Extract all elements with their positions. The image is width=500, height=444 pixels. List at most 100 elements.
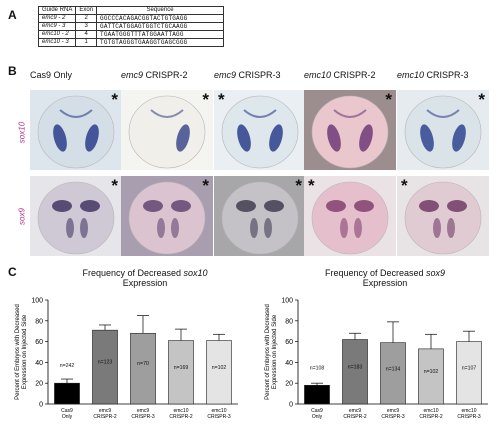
injected-side-asterisk: * (202, 176, 209, 195)
chart-title-sox9: Frequency of Decreased sox9 Expression (324, 268, 446, 288)
bar (380, 342, 406, 405)
x-tick-label: emc9 (99, 408, 111, 414)
table-header: Guide RNA (37, 6, 77, 15)
embryo-image: * (121, 90, 213, 170)
n-label: n=134 (386, 366, 401, 372)
x-tick-label: CRISPR-3 (131, 414, 155, 420)
x-tick-label: emc10 (211, 408, 226, 414)
panel-a-label: A (8, 8, 17, 22)
x-tick-label: CRISPR-2 (419, 414, 443, 420)
x-tick-label: emc10 (173, 408, 188, 414)
injected-side-asterisk: * (111, 176, 118, 195)
x-tick-label: Only (62, 414, 73, 420)
exon-cell: 2 (75, 14, 98, 23)
n-label: n=102 (424, 369, 439, 375)
injected-side-asterisk: * (401, 176, 408, 195)
sequence-cell: GGCCCACAGACGGTACTGTGAGG (96, 14, 225, 23)
panel-b-label: B (8, 64, 17, 78)
x-tick-label: emc10 (461, 408, 476, 414)
table-row: emc9 - 3 3 GATTCATGGAGTGGTCTGCAAGG (37, 22, 225, 31)
panel-c-label: C (8, 265, 17, 279)
x-tick-label: Cas9 (311, 408, 323, 414)
x-tick-label: CRISPR-3 (207, 414, 231, 420)
injected-side-asterisk: * (202, 90, 209, 109)
bar (342, 339, 368, 405)
injected-side-asterisk: * (308, 176, 315, 195)
n-label: n=123 (98, 359, 113, 365)
guide-rna-table: Guide RNA Exon Sequence emc9 - 2 2 GGCCC… (37, 6, 225, 47)
x-tick-label: CRISPR-2 (93, 414, 117, 420)
y-tick-label: 20 (35, 381, 43, 388)
injected-side-asterisk: * (385, 90, 392, 109)
y-tick-label: 100 (281, 298, 293, 305)
exon-cell: 4 (75, 30, 98, 39)
bar (130, 332, 156, 405)
sequence-cell: GATTCATGGAGTGGTCTGCAAGG (96, 22, 225, 31)
embryo-image: * (304, 90, 396, 170)
column-header-emc10-crispr3: emc10 CRISPR-3 (397, 70, 469, 80)
table-header: Exon (75, 6, 98, 15)
column-header-emc9-crispr2: emc9 CRISPR-2 (121, 70, 188, 80)
injected-side-asterisk: * (218, 90, 225, 109)
y-tick-label: 80 (35, 318, 43, 325)
embryo-image: * (397, 176, 489, 256)
exon-cell: 1 (75, 38, 98, 47)
y-tick-label: 60 (35, 339, 43, 346)
bar (456, 341, 482, 405)
embryo-image: * (30, 176, 122, 256)
sox10-bar-chart: Percent of Embryos with DecreasedExpress… (15, 298, 238, 420)
n-label: n=169 (174, 365, 189, 371)
table-row: emc10 - 2 4 TGAATGGGTTTATGGAATTAGG (37, 30, 225, 39)
bar (418, 348, 444, 405)
column-header-emc10-crispr2: emc10 CRISPR-2 (304, 70, 376, 80)
bar (54, 382, 80, 405)
y-tick-label: 40 (35, 360, 43, 367)
n-label: n=242 (60, 363, 75, 369)
guide-cell: emc10 - 3 (37, 38, 77, 47)
n-label: n=107 (462, 366, 477, 372)
y-axis-label: Percent of Embryos with DecreasedExpress… (15, 304, 28, 400)
x-tick-label: CRISPR-2 (169, 414, 193, 420)
n-label: n=183 (348, 365, 363, 371)
bar (168, 340, 194, 405)
y-tick-label: 60 (285, 339, 293, 346)
injected-side-asterisk: * (295, 176, 302, 195)
sequence-cell: TGAATGGGTTTATGGAATTAGG (96, 30, 225, 39)
exon-cell: 3 (75, 22, 98, 31)
column-header-emc9-crispr3: emc9 CRISPR-3 (214, 70, 281, 80)
y-tick-label: 80 (285, 318, 293, 325)
embryo-image: * (214, 90, 306, 170)
n-label: n=108 (310, 365, 325, 371)
guide-cell: emc9 - 3 (37, 22, 77, 31)
x-tick-label: emc9 (349, 408, 361, 414)
x-tick-label: CRISPR-3 (457, 414, 481, 420)
sox9-bar-chart: Percent of Embryos with DecreasedExpress… (265, 298, 488, 420)
y-tick-label: 20 (285, 381, 293, 388)
guide-cell: emc9 - 2 (37, 14, 77, 23)
embryo-image: * (214, 176, 306, 256)
embryo-image: * (304, 176, 396, 256)
y-tick-label: 40 (285, 360, 293, 367)
y-tick-label: 100 (31, 298, 43, 305)
bar (304, 384, 330, 405)
injected-side-asterisk: * (478, 90, 485, 109)
y-tick-label: 0 (289, 402, 293, 409)
n-label: n=102 (212, 365, 227, 371)
x-tick-label: emc9 (137, 408, 149, 414)
table-header: Sequence (96, 6, 225, 15)
chart-title-sox10: Frequency of Decreased sox10 Expression (82, 268, 208, 288)
x-tick-label: CRISPR-3 (381, 414, 405, 420)
bar (206, 340, 232, 405)
y-tick-label: 0 (39, 402, 43, 409)
guide-cell: emc10 - 2 (37, 30, 77, 39)
row-label-sox10: sox10 (17, 121, 27, 144)
row-label-sox9: sox9 (17, 208, 27, 225)
embryo-image: * (397, 90, 489, 170)
y-axis-label: Percent of Embryos with DecreasedExpress… (265, 304, 278, 400)
table-header-row: Guide RNA Exon Sequence (37, 6, 225, 15)
bar (92, 329, 118, 405)
x-tick-label: emc10 (423, 408, 438, 414)
x-tick-label: emc9 (387, 408, 399, 414)
n-label: n=70 (137, 361, 149, 367)
table-row: emc9 - 2 2 GGCCCACAGACGGTACTGTGAGG (37, 14, 225, 23)
